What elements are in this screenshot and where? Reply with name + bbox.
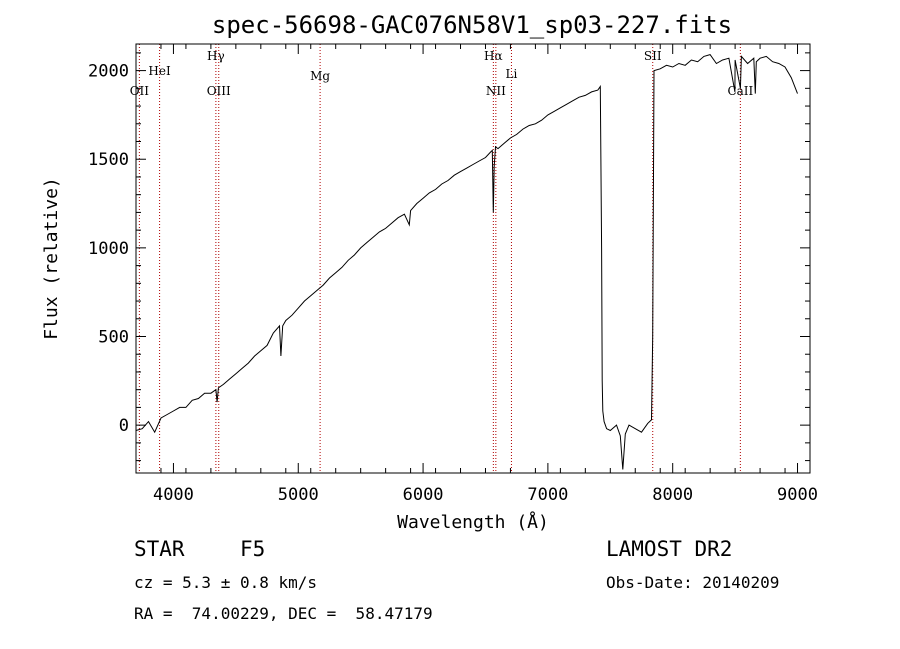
x-tick-label-2: 6000 — [403, 485, 444, 505]
line-marker-label-8: SII — [644, 49, 662, 63]
y-tick-label-1: 500 — [98, 328, 129, 348]
line-marker-label-7: Li — [506, 67, 518, 81]
y-axis-label: Flux (relative) — [41, 177, 62, 340]
y-tick-label-4: 2000 — [88, 62, 129, 82]
survey-name: LAMOST DR2 — [606, 537, 733, 561]
coordinates-text: RA = 74.00229, DEC = 58.47179 — [134, 604, 433, 623]
line-marker-label-1: HeI — [148, 64, 171, 78]
line-marker-label-2: Hγ — [207, 49, 225, 63]
x-tick-label-0: 4000 — [153, 485, 194, 505]
object-subclass: F5 — [240, 537, 266, 561]
y-tick-label-3: 1500 — [88, 150, 129, 170]
x-tick-label-3: 7000 — [527, 485, 568, 505]
chart-title: spec-56698-GAC076N58V1_sp03-227.fits — [212, 11, 732, 39]
line-marker-label-5: Hα — [484, 49, 503, 63]
spectrum-line-0 — [135, 54, 798, 470]
y-tick-label-2: 1000 — [88, 239, 129, 259]
line-marker-label-0: OII — [130, 84, 150, 98]
plot-frame — [135, 43, 811, 474]
redshift-text: cz = 5.3 ± 0.8 km/s — [134, 573, 318, 592]
x-axis-label: Wavelength (Å) — [397, 511, 549, 533]
x-tick-label-5: 9000 — [777, 485, 818, 505]
object-class: STAR — [134, 537, 185, 561]
line-marker-label-3: OIII — [207, 84, 231, 98]
y-tick-label-0: 0 — [119, 416, 129, 436]
line-marker-label-6: NII — [486, 84, 506, 98]
observation-date: Obs-Date: 20140209 — [606, 573, 780, 592]
axis-ticks: 4000 5000 6000 7000 8000 9000 0 500 1000 1500 2000 — [88, 44, 818, 505]
x-tick-label-1: 5000 — [278, 485, 319, 505]
line-marker-label-4: Mg — [310, 69, 330, 83]
spectrum-series-layer — [135, 54, 798, 470]
x-tick-label-4: 8000 — [652, 485, 693, 505]
